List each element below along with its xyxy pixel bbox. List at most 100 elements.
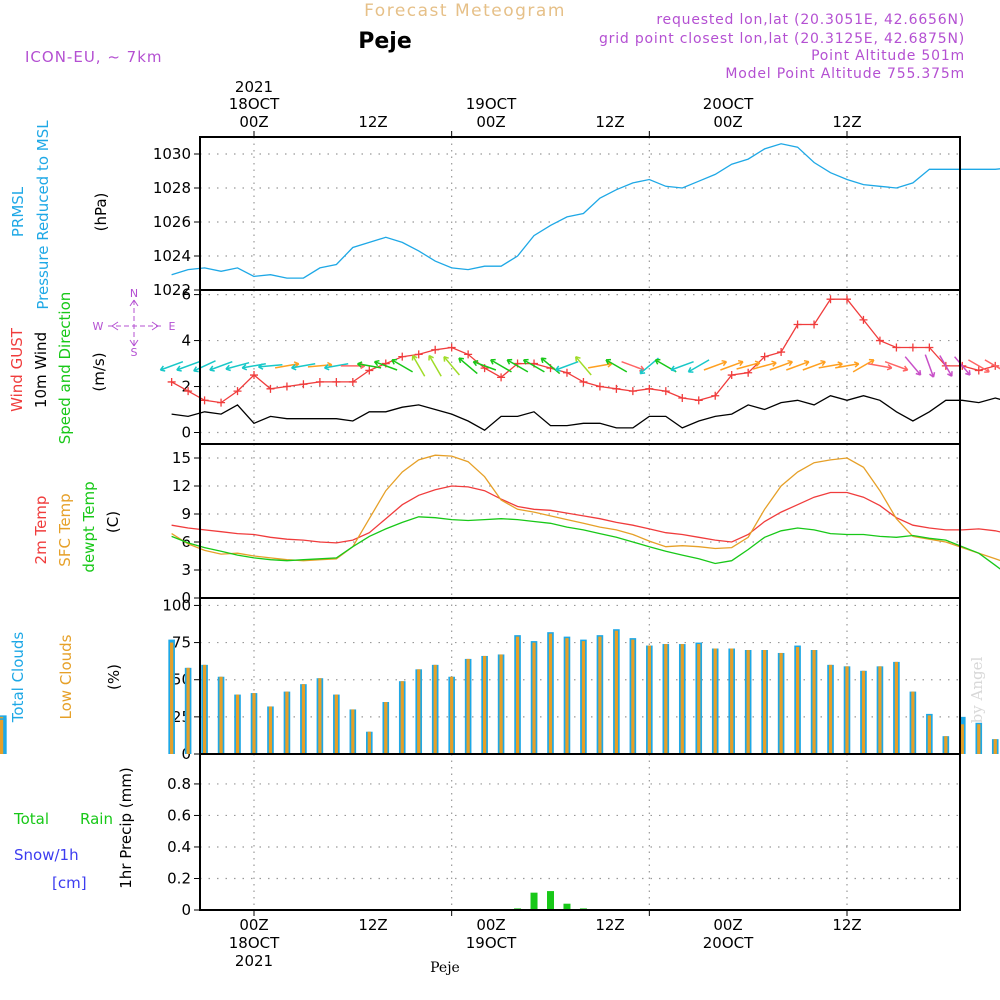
low-cloud-bar [845, 666, 849, 754]
wind-line-wind-gust [171, 298, 1000, 404]
wind-direction-arrow [506, 358, 529, 373]
wind-direction-arrow [555, 360, 579, 372]
wind-ytick-label: 0 [181, 424, 191, 442]
low-cloud-bar [268, 706, 273, 754]
wind-direction-arrow [605, 358, 628, 373]
temperature-line-2m-temp [171, 485, 1000, 544]
top-date-2: 19OCT [466, 95, 517, 113]
compass-w: W [93, 320, 104, 333]
low-cloud-bar [532, 642, 536, 754]
wind-direction-arrow [835, 361, 860, 369]
gust-marker [447, 343, 456, 352]
gust-marker [398, 352, 407, 361]
gust-marker [843, 295, 851, 304]
low-cloud-bar [318, 678, 322, 754]
low-cloud-bar [301, 684, 306, 754]
bottom-tick-5: 00Z [713, 916, 742, 934]
temp-label-2m: 2m Temp [32, 496, 50, 565]
low-cloud-bar [219, 676, 223, 754]
wind-direction-arrow [752, 360, 777, 370]
precip-ytick-label: 0.4 [167, 838, 191, 856]
clouds-ytick-label: 75 [172, 634, 191, 652]
gust-marker [348, 377, 357, 386]
forecast-title: Forecast Meteogram [364, 1, 566, 21]
compass-n: N [130, 287, 138, 300]
gust-marker [645, 384, 654, 393]
gust-marker [233, 387, 242, 396]
wind-direction-arrow [428, 354, 442, 377]
footer-place: Peje [430, 960, 460, 976]
low-cloud-bar [186, 667, 190, 754]
bottom-date-2: 19OCT [466, 934, 517, 952]
top-year: 2021 [235, 78, 273, 96]
low-cloud-bar [433, 664, 437, 754]
low-cloud-bar [614, 630, 618, 754]
low-cloud-bar [697, 644, 701, 754]
temperature-ytick-label: 15 [172, 449, 191, 467]
cloud-label-low: Low Clouds [57, 634, 75, 719]
gust-marker [217, 398, 226, 407]
low-cloud-bar [367, 731, 371, 754]
wind-direction-arrow [373, 359, 398, 371]
low-cloud-bar [581, 641, 586, 754]
low-cloud-bar [417, 669, 421, 754]
gust-marker [661, 387, 670, 396]
wind-ytick-label: 2 [181, 378, 191, 396]
low-cloud-bar [911, 691, 915, 754]
total-cloud-bar [0, 718, 7, 754]
low-cloud-bar [548, 633, 553, 754]
low-cloud-bar [285, 691, 289, 754]
low-cloud-bar [565, 638, 569, 754]
wind-label-10m: 10m Wind [32, 332, 50, 408]
low-cloud-bar [960, 724, 964, 754]
rain-bar [530, 892, 538, 910]
precip-label-total: Total [13, 810, 49, 828]
temp-label-dewpt: dewpt Temp [80, 481, 98, 572]
gust-marker [744, 368, 753, 377]
low-cloud-bar [680, 644, 684, 754]
model-name: ICON-EU, ~ 7km [25, 48, 163, 66]
low-cloud-bar [993, 739, 997, 754]
pressure-label-unit: (hPa) [92, 193, 110, 232]
pressure-ytick-label: 1024 [153, 247, 191, 265]
low-cloud-bar [861, 670, 866, 754]
bottom-tick-2: 12Z [358, 916, 387, 934]
watermark: by Angel [968, 656, 986, 723]
wind-direction-arrow [984, 359, 1000, 370]
wind-direction-arrow [769, 359, 793, 371]
wind-direction-arrow [193, 360, 216, 373]
low-cloud-bar [499, 654, 503, 754]
precip-label-cm: [cm] [52, 874, 87, 892]
gridpoint-coords: grid point closest lon,lat (20.3125E, 42… [599, 31, 965, 47]
pressure-ytick-label: 1022 [153, 281, 191, 299]
low-cloud-bar [713, 648, 717, 754]
bottom-date-1: 18OCT [229, 934, 280, 952]
wind-direction-arrow [736, 360, 761, 370]
top-tick-6: 12Z [832, 113, 861, 131]
point-altitude: Point Altitude 501m [811, 48, 965, 64]
wind-direction-arrow [357, 361, 382, 369]
pressure-line-prmsl [171, 143, 1000, 279]
gust-marker [562, 368, 571, 377]
wind-direction-arrow [954, 356, 971, 376]
wind-line-10m-wind [171, 395, 1000, 431]
temperature-ytick-label: 0 [181, 589, 191, 607]
low-cloud-bar [977, 724, 981, 754]
low-cloud-bar [647, 645, 651, 754]
precip-ytick-label: 0 [181, 901, 191, 919]
wind-direction-arrow [176, 360, 200, 372]
low-cloud-bar [483, 655, 487, 754]
wind-direction-arrow [720, 359, 744, 371]
place-title: Peje [358, 29, 412, 54]
gust-marker [892, 343, 901, 352]
low-cloud-bar [450, 676, 454, 754]
gust-marker [859, 315, 868, 324]
compass-e: E [169, 320, 176, 333]
low-cloud-bar [515, 636, 520, 754]
gust-marker [299, 380, 308, 389]
precip-labels: Total Rain Snow/1h [cm] 1hr Precip (mm) [13, 767, 135, 892]
low-cloud-bar [779, 652, 783, 754]
gust-marker [497, 373, 506, 382]
